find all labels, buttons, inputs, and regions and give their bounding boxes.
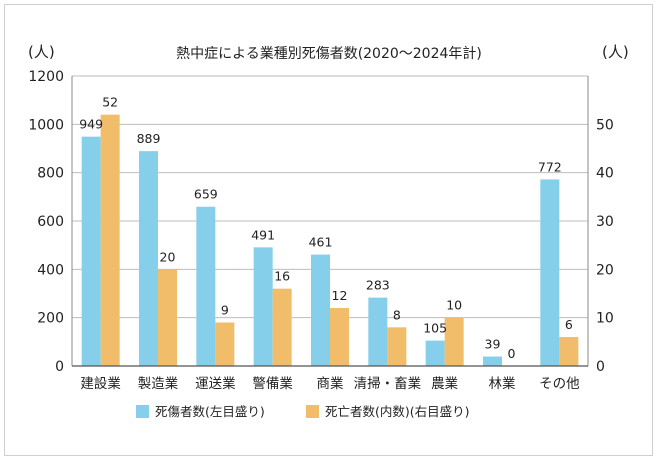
x-category-label: 商業 [317, 376, 344, 392]
right-axis-unit: (人) [602, 43, 629, 61]
y-right-tick-label: 10 [596, 311, 614, 327]
bar-casualties [81, 136, 101, 366]
data-label-casualties: 772 [538, 159, 562, 174]
legend-swatch-deaths [306, 405, 319, 418]
data-label-casualties: 461 [309, 235, 333, 250]
bar-deaths [444, 317, 464, 366]
y-right-tick-label: 40 [596, 166, 614, 182]
bar-deaths [272, 288, 292, 366]
data-label-deaths: 0 [508, 346, 516, 361]
data-label-casualties: 39 [485, 337, 501, 352]
bar-deaths [215, 322, 235, 366]
x-category-label: 警備業 [252, 376, 293, 392]
bars [81, 114, 579, 367]
y-left-tick-label: 800 [37, 166, 64, 182]
legend-swatch-casualties [136, 405, 149, 418]
x-category-label: 林業 [489, 376, 517, 392]
data-label-deaths: 9 [221, 303, 229, 318]
y-right-tick-label: 20 [596, 262, 614, 278]
y-left-tick-label: 0 [55, 359, 64, 375]
data-label-casualties: 105 [423, 321, 447, 336]
data-label-deaths: 6 [565, 317, 573, 332]
bar-casualties [196, 206, 216, 366]
legend-label-casualties: 死傷者数(左目盛り) [155, 404, 265, 419]
data-label-casualties: 889 [137, 131, 161, 146]
bar-casualties [483, 356, 502, 366]
data-label-casualties: 491 [251, 227, 275, 242]
x-category-label: 清掃・畜業 [354, 375, 422, 392]
data-label-casualties: 659 [194, 187, 218, 202]
labels: 0200400600800100012000102030405094952建設業… [28, 69, 613, 392]
bar-deaths [100, 114, 120, 367]
bar-deaths [330, 308, 349, 366]
y-left-tick-label: 1200 [28, 69, 64, 85]
x-category-label: 製造業 [138, 376, 179, 392]
bar-casualties [540, 179, 560, 366]
x-category-label: 農業 [431, 376, 458, 392]
bar-casualties [311, 254, 330, 366]
y-left-tick-label: 400 [37, 262, 64, 278]
axes [71, 76, 589, 367]
y-right-tick-label: 0 [596, 359, 605, 375]
x-category-label: 建設業 [80, 376, 121, 392]
y-left-tick-label: 1000 [28, 117, 64, 133]
data-label-deaths: 12 [332, 288, 348, 303]
y-left-tick-label: 200 [37, 311, 64, 327]
data-label-casualties: 283 [366, 278, 390, 293]
x-category-label: 運送業 [195, 376, 236, 392]
left-axis-unit: (人) [28, 43, 55, 61]
data-label-deaths: 52 [102, 95, 118, 110]
x-category-label: その他 [539, 376, 580, 392]
legend: 死傷者数(左目盛り) 死亡者数(内数)(右目盛り) [136, 404, 470, 419]
data-label-deaths: 8 [393, 307, 401, 322]
data-label-deaths: 10 [446, 298, 462, 313]
chart-title: 熱中症による業種別死傷者数(2020〜2024年計) [176, 46, 482, 62]
y-right-tick-label: 50 [596, 117, 614, 133]
data-label-deaths: 20 [160, 249, 176, 264]
bar-casualties [139, 151, 158, 366]
legend-label-deaths: 死亡者数(内数)(右目盛り) [325, 404, 470, 419]
y-right-tick-label: 30 [596, 214, 614, 230]
bar-casualties [425, 340, 445, 366]
bar-deaths [158, 269, 177, 366]
y-left-tick-label: 600 [37, 214, 64, 230]
bar-casualties [253, 247, 273, 366]
data-label-deaths: 16 [274, 269, 290, 284]
data-label-casualties: 949 [79, 117, 103, 132]
bar-deaths [387, 327, 407, 366]
bar-deaths [559, 337, 579, 366]
bar-casualties [368, 297, 388, 366]
